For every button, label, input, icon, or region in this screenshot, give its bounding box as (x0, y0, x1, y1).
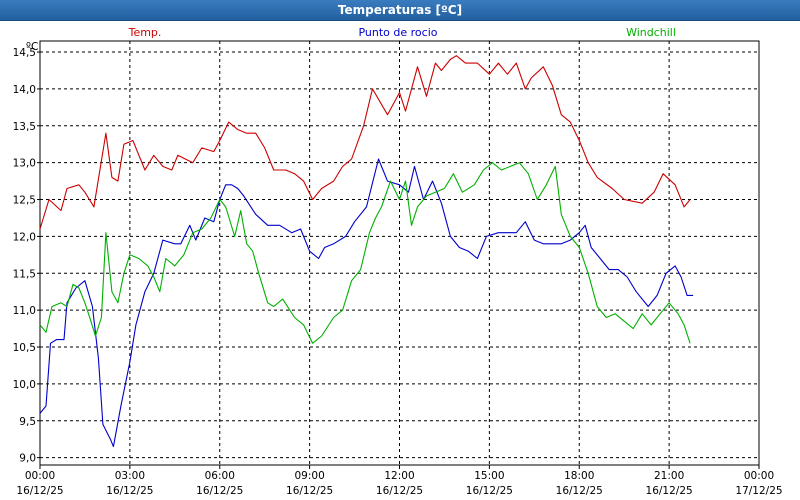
x-tick-date: 16/12/25 (376, 485, 423, 497)
y-tick-label: 11,0 (13, 305, 36, 317)
x-tick-date: 16/12/25 (106, 485, 153, 497)
x-tick-date: 16/12/25 (556, 485, 603, 497)
x-tick-time: 09:00 (294, 470, 324, 482)
x-tick-time: 21:00 (654, 470, 684, 482)
x-tick-date: 16/12/25 (646, 485, 693, 497)
grid-lines (40, 41, 759, 465)
legend-dew-point: Punto de rocio (358, 26, 437, 39)
y-axis-unit: ºC (26, 41, 38, 53)
series-line-windchill (39, 162, 691, 344)
y-tick-label: 11,5 (13, 268, 36, 280)
x-tick-date: 16/12/25 (16, 485, 63, 497)
y-tick-label: 14,5 (13, 47, 36, 59)
legend-windchill: Windchill (626, 26, 676, 39)
series-lines (39, 55, 694, 448)
x-tick-time: 12:00 (384, 470, 414, 482)
y-tick-label: 10,5 (13, 342, 36, 354)
legend: Temp. Punto de rocio Windchill (128, 26, 676, 39)
series-line-temp (39, 55, 691, 230)
x-tick-time: 00:00 (25, 470, 55, 482)
y-axis: 9,0 9,5 10,0 10,5 11,0 11,5 12,0 12,5 13,0 13,5 14… (13, 47, 40, 465)
x-tick-time: 15:00 (474, 470, 504, 482)
y-tick-label: 10,0 (13, 379, 36, 391)
y-tick-label: 14,0 (13, 84, 36, 96)
x-tick-time: 00:00 (744, 470, 774, 482)
y-tick-label: 12,0 (13, 231, 36, 243)
x-tick-time: 18:00 (564, 470, 594, 482)
x-tick-time: 03:00 (115, 470, 145, 482)
x-tick-date: 16/12/25 (196, 485, 243, 497)
y-tick-label: 12,5 (13, 195, 36, 207)
y-tick-label: 13,5 (13, 121, 36, 133)
x-tick-date: 17/12/25 (735, 485, 782, 497)
y-tick-label: 9,5 (19, 416, 36, 428)
series-line-dew-point (39, 158, 694, 448)
legend-temp: Temp. (128, 26, 162, 39)
window-title: Temperaturas [ºC] (0, 0, 800, 21)
x-axis: 00:00 16/12/25 03:00 16/12/25 06:00 16/12/25 0… (16, 465, 783, 497)
x-tick-date: 16/12/25 (286, 485, 333, 497)
x-tick-time: 06:00 (205, 470, 235, 482)
y-tick-label: 9,0 (19, 453, 36, 465)
y-tick-label: 13,0 (13, 158, 36, 170)
x-tick-date: 16/12/25 (466, 485, 513, 497)
